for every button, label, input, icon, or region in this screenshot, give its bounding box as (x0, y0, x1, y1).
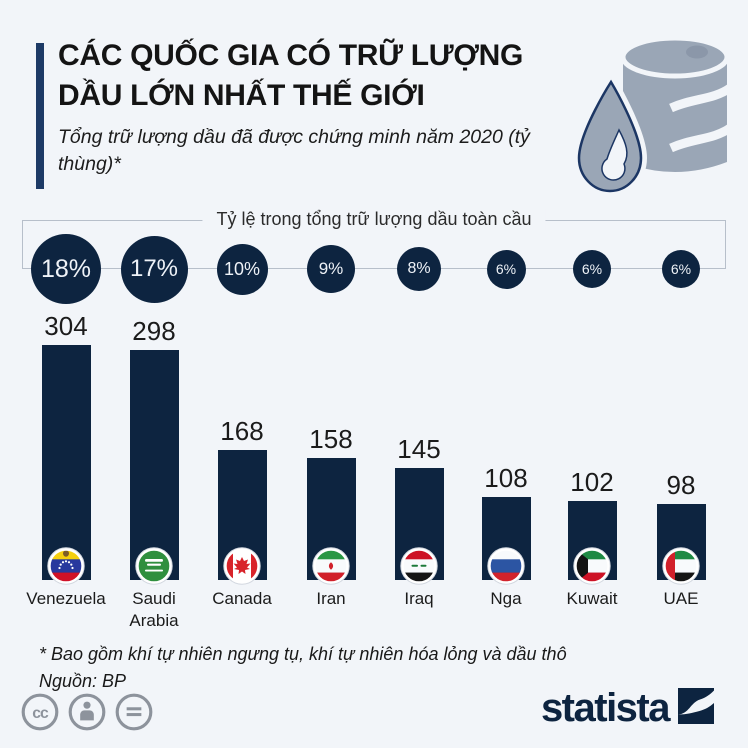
share-band-label: Tỷ lệ trong tổng trữ lượng dầu toàn cầu (202, 209, 546, 230)
flag-russia-icon (486, 546, 526, 586)
bar-value-uae: 98 (666, 470, 696, 500)
title-accent-bar (36, 43, 44, 189)
flag-iran-icon (311, 546, 351, 586)
flag-canada-icon (222, 546, 262, 586)
bar-value-iraq: 145 (397, 434, 441, 464)
page-subtitle: Tổng trữ lượng dầu đã được chứng minh nă… (58, 126, 530, 176)
share-circle-venezuela: 18% (31, 234, 101, 304)
brand: statista (541, 686, 714, 731)
bar-value-russia: 108 (484, 463, 528, 493)
header: CÁC QUỐC GIA CÓ TRỮ LƯỢNG DẦU LỚN NHẤT T… (58, 36, 582, 179)
bar-value-iran: 158 (309, 424, 353, 454)
flag-saudi-icon (134, 546, 174, 586)
country-label-saudi: Saudi Arabia (129, 589, 179, 631)
flag-venezuela-icon (46, 546, 86, 586)
share-band: Tỷ lệ trong tổng trữ lượng dầu toàn cầu (22, 209, 726, 269)
statista-logo-icon (678, 688, 714, 729)
bar-value-canada: 168 (220, 416, 264, 446)
page-title: CÁC QUỐC GIA CÓ TRỮ LƯỢNG DẦU LỚN NHẤT T… (58, 39, 524, 112)
footnote: * Bao gồm khí tự nhiên ngưng tụ, khí tự … (39, 644, 567, 664)
bar-value-venezuela: 304 (44, 311, 88, 341)
flag-kuwait-icon (572, 546, 612, 586)
cc-license-icon: cc (19, 691, 61, 738)
bar-value-saudi: 298 (132, 316, 176, 346)
country-label-russia: Nga (490, 589, 522, 608)
country-label-kuwait: Kuwait (566, 589, 618, 608)
share-circle-uae: 6% (662, 250, 700, 288)
by-license-icon (66, 691, 108, 738)
country-label-venezuela: Venezuela (26, 589, 106, 608)
country-label-iraq: Iraq (404, 589, 434, 608)
country-label-iran: Iran (316, 589, 346, 608)
share-circle-iraq: 8% (397, 247, 441, 291)
source-text: Nguồn: BP (39, 671, 127, 691)
license-icons: cc (19, 691, 155, 738)
share-circle-canada: 10% (216, 243, 268, 295)
share-circle-saudi: 17% (120, 235, 188, 303)
bar-value-kuwait: 102 (570, 467, 614, 497)
country-label-uae: UAE (663, 589, 699, 608)
share-circle-kuwait: 6% (573, 250, 611, 288)
oil-barrel-with-drop-icon (572, 30, 735, 202)
share-circle-iran: 9% (307, 245, 355, 293)
bar-saudi (129, 350, 179, 580)
country-label-canada: Canada (212, 589, 272, 608)
svg-text:cc: cc (32, 705, 49, 722)
flag-uae-icon (661, 546, 701, 586)
bar-venezuela (41, 345, 91, 580)
nd-license-icon (113, 691, 155, 738)
share-circle-russia: 6% (486, 249, 526, 289)
brand-name: statista (540, 686, 671, 730)
flag-iraq-icon (399, 546, 439, 586)
